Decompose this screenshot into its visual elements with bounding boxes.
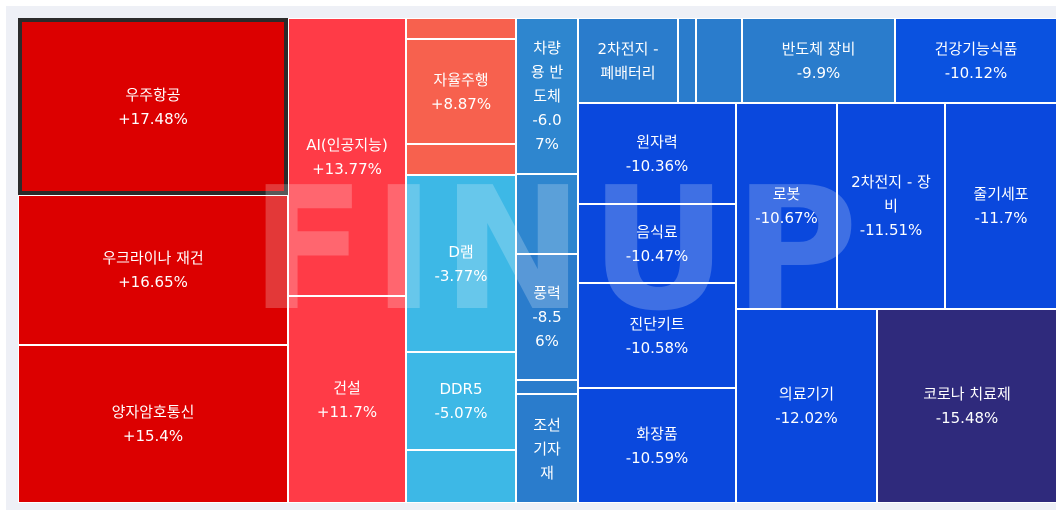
cell-label: 로봇 bbox=[772, 185, 801, 203]
cell-label: 줄기세포 bbox=[973, 185, 1029, 203]
cell-label: D램 bbox=[448, 242, 474, 261]
cell-text: 코로나 치료제 -15.48% bbox=[919, 382, 1015, 430]
cell-value: -6.0 7% bbox=[532, 111, 562, 153]
cell-value: -5.07% bbox=[434, 404, 488, 422]
cell-value: +8.87% bbox=[430, 94, 492, 113]
cell-label: 자율주행 bbox=[433, 70, 489, 89]
treemap-cell[interactable] bbox=[516, 380, 578, 394]
cell-label: 진단키트 bbox=[629, 314, 685, 333]
cell-value: -11.51% bbox=[859, 221, 923, 239]
treemap-cell[interactable]: 조선 기자 재 bbox=[516, 394, 578, 503]
cell-value: -8.5 6% bbox=[532, 308, 562, 350]
cell-label: 코로나 치료제 bbox=[923, 385, 1011, 403]
cell-text: 로봇 -10.67% bbox=[751, 182, 822, 230]
cell-label: 우크라이나 재건 bbox=[102, 249, 204, 267]
cell-text: 풍력 -8.5 6% bbox=[528, 281, 565, 353]
cell-label: 2차전지 - 장 비 bbox=[851, 173, 931, 215]
treemap-cell[interactable]: 줄기세포 -11.7% bbox=[945, 103, 1057, 309]
treemap-cell[interactable] bbox=[696, 18, 742, 103]
treemap-cell[interactable] bbox=[678, 18, 696, 103]
cell-value: -10.67% bbox=[755, 209, 818, 227]
treemap-cell[interactable]: 차량 용 반 도체 -6.0 7% bbox=[516, 18, 578, 174]
treemap-cell[interactable]: 2차전지 - 장 비 -11.51% bbox=[837, 103, 945, 309]
treemap-cell[interactable]: 원자력 -10.36% bbox=[578, 103, 736, 204]
cell-text: 우주항공 +17.48% bbox=[114, 83, 192, 131]
cell-text: D램 -3.77% bbox=[430, 240, 491, 288]
cell-text: 의료기기 -12.02% bbox=[771, 382, 842, 430]
cell-text: DDR5 -5.07% bbox=[430, 377, 491, 425]
treemap-cell[interactable] bbox=[516, 174, 578, 254]
cell-value: -10.58% bbox=[625, 338, 689, 357]
cell-label: 차량 용 반 도체 bbox=[530, 39, 564, 105]
cell-text: 자율주행 +8.87% bbox=[427, 68, 495, 116]
cell-text: 화장품 -10.59% bbox=[622, 422, 693, 470]
treemap-cell[interactable]: 양자암호통신 +15.4% bbox=[18, 345, 288, 503]
cell-label: 건설 bbox=[333, 378, 361, 397]
cell-text: 우크라이나 재건 +16.65% bbox=[98, 246, 207, 294]
cell-text: 2차전지 - 장 비 -11.51% bbox=[847, 170, 935, 242]
treemap-cell[interactable]: 코로나 치료제 -15.48% bbox=[877, 309, 1057, 503]
cell-text: AI(인공지능) +13.77% bbox=[302, 133, 392, 181]
cell-text: 건설 +11.7% bbox=[313, 376, 381, 424]
treemap-cell[interactable]: 화장품 -10.59% bbox=[578, 388, 736, 503]
treemap-cell[interactable]: AI(인공지능) +13.77% bbox=[288, 18, 406, 296]
treemap-cell[interactable]: 2차전지 - 폐배터리 bbox=[578, 18, 678, 103]
cell-text: 2차전지 - 폐배터리 bbox=[593, 37, 662, 85]
treemap-cell[interactable]: 반도체 장비 -9.9% bbox=[742, 18, 895, 103]
cell-value: -11.7% bbox=[974, 209, 1028, 227]
cell-value: +16.65% bbox=[118, 273, 188, 291]
cell-label: 풍력 bbox=[533, 284, 561, 302]
cell-value: +15.4% bbox=[122, 427, 184, 445]
cell-text: 원자력 -10.36% bbox=[622, 130, 693, 178]
cell-value: -9.9% bbox=[796, 63, 841, 82]
treemap-cell[interactable]: 우주항공 +17.48% bbox=[18, 18, 288, 195]
treemap-cell[interactable]: 로봇 -10.67% bbox=[736, 103, 837, 309]
treemap-cell[interactable]: 풍력 -8.5 6% bbox=[516, 254, 578, 380]
cell-value: -15.48% bbox=[935, 409, 999, 427]
cell-label: 원자력 bbox=[636, 132, 678, 151]
treemap-cell[interactable]: 건설 +11.7% bbox=[288, 296, 406, 503]
cell-text: 차량 용 반 도체 -6.0 7% bbox=[527, 36, 567, 156]
treemap-cell[interactable]: 자율주행 +8.87% bbox=[406, 39, 516, 144]
cell-label: 우주항공 bbox=[125, 85, 181, 104]
treemap-cell[interactable] bbox=[406, 144, 516, 175]
cell-label: 2차전지 - 폐배터리 bbox=[597, 39, 659, 82]
cell-label: 양자암호통신 bbox=[111, 403, 195, 421]
treemap-cell[interactable]: 의료기기 -12.02% bbox=[736, 309, 877, 503]
cell-label: AI(인공지능) bbox=[306, 136, 388, 154]
cell-text: 음식료 -10.47% bbox=[622, 220, 693, 268]
treemap-cell[interactable]: D램 -3.77% bbox=[406, 175, 516, 352]
cell-text: 건강기능식품 -10.12% bbox=[931, 37, 1022, 85]
treemap-cell[interactable]: 우크라이나 재건 +16.65% bbox=[18, 195, 288, 345]
treemap-cell[interactable]: 음식료 -10.47% bbox=[578, 204, 736, 283]
treemap-cell[interactable]: 진단키트 -10.58% bbox=[578, 283, 736, 388]
cell-text: 줄기세포 -11.7% bbox=[969, 182, 1032, 230]
treemap-cell[interactable] bbox=[406, 450, 516, 503]
treemap-cell[interactable]: 건강기능식품 -10.12% bbox=[895, 18, 1057, 103]
cell-text: 조선 기자 재 bbox=[529, 413, 565, 485]
cell-value: +11.7% bbox=[316, 402, 378, 421]
cell-label: 음식료 bbox=[636, 222, 678, 241]
treemap-cell[interactable]: DDR5 -5.07% bbox=[406, 352, 516, 450]
cell-value: -10.59% bbox=[625, 448, 689, 467]
cell-label: 반도체 장비 bbox=[781, 39, 856, 58]
cell-value: -10.47% bbox=[625, 246, 689, 265]
cell-text: 양자암호통신 +15.4% bbox=[108, 400, 199, 448]
cell-value: +17.48% bbox=[118, 109, 188, 128]
cell-value: -10.36% bbox=[625, 156, 689, 175]
cell-label: 조선 기자 재 bbox=[533, 415, 561, 482]
cell-text: 진단키트 -10.58% bbox=[622, 312, 693, 360]
cell-value: +13.77% bbox=[312, 160, 382, 178]
treemap-cell[interactable] bbox=[406, 18, 516, 39]
cell-label: 건강기능식품 bbox=[934, 39, 1018, 58]
cell-value: -12.02% bbox=[775, 409, 838, 427]
cell-value: -10.12% bbox=[944, 63, 1008, 82]
cell-text: 반도체 장비 -9.9% bbox=[778, 37, 860, 85]
cell-label: DDR5 bbox=[439, 380, 483, 398]
cell-label: 의료기기 bbox=[778, 385, 835, 403]
cell-label: 화장품 bbox=[636, 424, 678, 443]
cell-value: -3.77% bbox=[434, 266, 488, 285]
